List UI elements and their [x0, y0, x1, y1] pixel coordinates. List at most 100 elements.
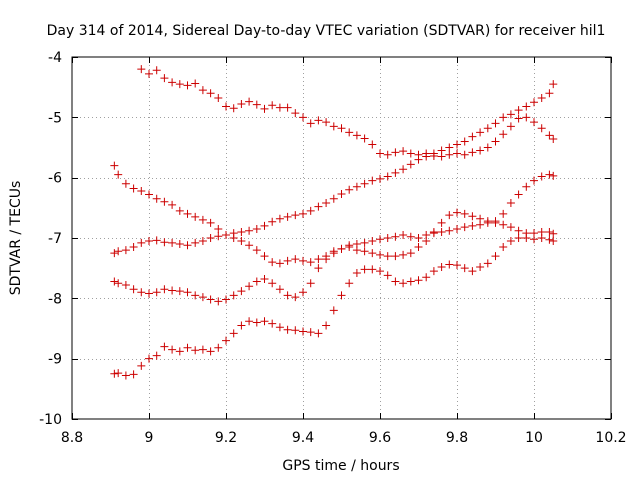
data-point: [291, 211, 300, 220]
data-point: [499, 113, 508, 122]
data-point: [537, 234, 546, 242]
data-point: [383, 234, 392, 242]
data-point: [329, 122, 338, 131]
y-tick-label: -5: [48, 110, 62, 126]
data-point: [468, 212, 477, 221]
data-point: [160, 342, 169, 351]
data-point: [437, 262, 446, 271]
data-point: [399, 250, 408, 259]
data-point: [214, 94, 223, 103]
x-tick-label: 9.6: [369, 430, 391, 446]
y-tick-labels: -10 -9 -8 -7 -6 -5 -4: [39, 50, 62, 428]
data-point: [145, 354, 153, 363]
data-point: [345, 128, 354, 137]
data-point: [191, 291, 200, 300]
data-point: [299, 209, 307, 218]
data-point: [506, 223, 515, 232]
data-point: [245, 97, 254, 106]
x-tick-label: 9: [145, 430, 154, 446]
data-point: [206, 347, 215, 356]
data-point: [191, 79, 200, 88]
data-point: [337, 291, 346, 300]
data-point: [137, 288, 146, 297]
data-point: [530, 118, 538, 127]
data-point: [314, 202, 323, 211]
data-point: [183, 209, 192, 218]
data-point: [329, 249, 338, 258]
data-point: [206, 89, 215, 98]
data-point: [145, 289, 153, 298]
data-point: [383, 252, 392, 261]
data-point: [391, 168, 400, 177]
data-point: [306, 328, 315, 337]
data-point: [506, 122, 515, 131]
data-point: [549, 229, 558, 238]
data-point: [129, 285, 138, 294]
data-point: [429, 267, 438, 276]
data-point: [453, 140, 461, 149]
data-point: [145, 237, 153, 246]
data-point: [299, 288, 307, 297]
data-point: [129, 370, 138, 379]
data-point: [175, 347, 184, 356]
data-point: [499, 209, 508, 218]
data-point: [406, 249, 415, 258]
data-point: [322, 199, 331, 208]
data-point: [168, 345, 177, 354]
data-point: [229, 229, 238, 238]
data-point: [383, 150, 392, 159]
data-point: [152, 66, 161, 75]
data-point: [306, 279, 315, 288]
data-point: [352, 268, 361, 277]
x-tick-label: 10: [525, 430, 543, 446]
data-point: [175, 80, 184, 89]
chart-title: Day 314 of 2014, Sidereal Day-to-day VTE…: [47, 23, 606, 39]
data-point: [499, 243, 508, 252]
data-point: [376, 235, 384, 244]
data-point: [275, 259, 284, 268]
data-point: [245, 282, 254, 291]
data-point: [399, 230, 408, 239]
data-point: [514, 226, 523, 235]
data-point: [214, 232, 223, 241]
data-point: [121, 246, 130, 255]
data-point: [514, 190, 523, 199]
data-point: [322, 255, 331, 264]
data-point: [322, 118, 331, 127]
data-point: [206, 295, 215, 304]
data-point: [168, 78, 177, 87]
data-point: [468, 267, 477, 276]
data-point: [114, 247, 123, 256]
data-point: [383, 271, 392, 280]
data-point: [299, 113, 307, 122]
data-point: [530, 235, 538, 244]
data-point: [453, 224, 461, 233]
data-point: [114, 369, 123, 378]
data-point: [314, 116, 323, 125]
data-point: [352, 240, 361, 249]
data-point: [453, 149, 461, 158]
data-point: [214, 224, 223, 233]
data-point: [360, 179, 369, 188]
data-point: [229, 104, 238, 113]
data-point: [537, 94, 546, 103]
data-point: [291, 326, 300, 335]
data-point: [337, 189, 346, 198]
data-point: [329, 194, 338, 203]
data-point: [198, 293, 207, 302]
data-point: [506, 237, 515, 246]
data-point: [391, 148, 400, 157]
data-point: [545, 227, 554, 236]
data-point: [145, 190, 153, 199]
data-point: [229, 291, 238, 300]
data-point: [476, 128, 485, 137]
data-point: [376, 174, 384, 183]
data-point: [514, 234, 523, 242]
data-point: [129, 243, 138, 252]
data-point: [306, 119, 315, 128]
data-point: [391, 277, 400, 286]
data-point: [522, 234, 531, 242]
data-point: [237, 321, 246, 330]
data-point: [399, 147, 408, 156]
data-point: [414, 243, 423, 252]
